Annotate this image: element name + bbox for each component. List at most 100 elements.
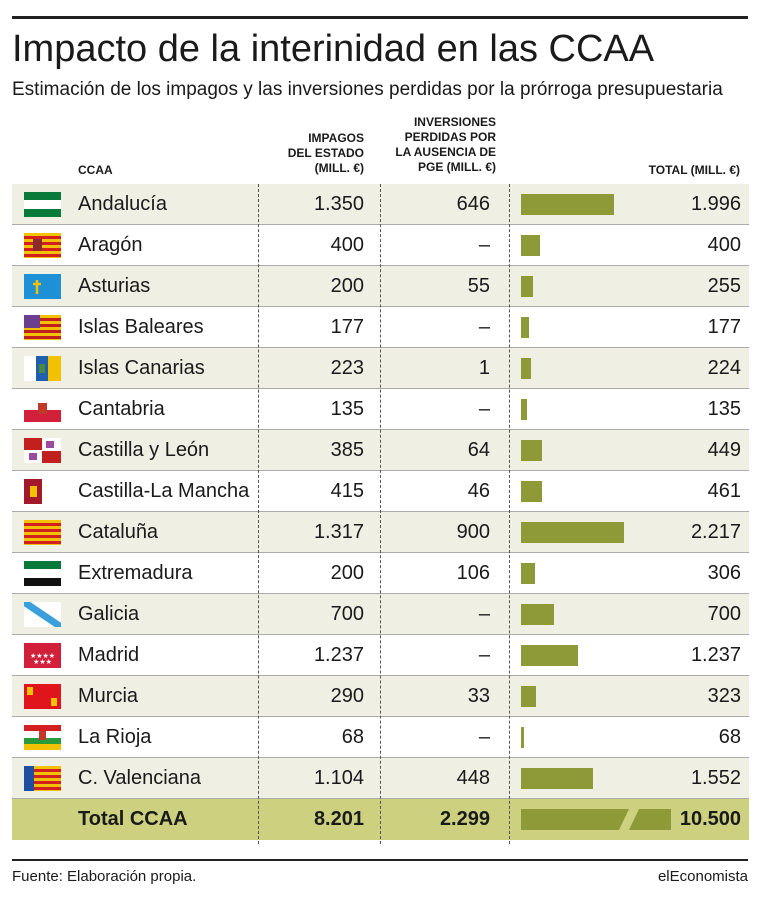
- inversiones-value: –: [478, 726, 490, 748]
- inversiones-value: 646: [456, 193, 490, 215]
- galicia-flag: [24, 602, 61, 627]
- header-impagos-line: (MILL. €): [314, 161, 364, 175]
- total-value: 449: [707, 439, 741, 461]
- total-bar: [521, 481, 542, 502]
- total-bar: [521, 276, 533, 297]
- region-name: Castilla y León: [78, 439, 210, 461]
- canarias-flag: [24, 356, 61, 381]
- total-bar: [521, 645, 578, 666]
- total-bar: [521, 686, 536, 707]
- impagos-value: 1.237: [313, 644, 364, 666]
- inversiones-value: 33: [467, 685, 490, 707]
- murcia-flag: [24, 684, 61, 709]
- total-value: 177: [707, 316, 741, 338]
- total-value: 1.237: [690, 644, 741, 666]
- chart-title: Impacto de la interinidad en las CCAA: [12, 28, 655, 70]
- header-impagos-line: IMPAGOS: [308, 131, 364, 145]
- impagos-value: 415: [330, 480, 364, 502]
- total-value: 224: [707, 357, 741, 379]
- region-name: Castilla-La Mancha: [78, 480, 250, 502]
- impagos-value: 223: [330, 357, 364, 379]
- header-impagos-line: DEL ESTADO: [287, 146, 364, 160]
- andalucia-flag: [24, 192, 61, 217]
- header-inversiones: INVERSIONES PERDIDAS POR LA AUSENCIA DE …: [380, 115, 496, 175]
- impagos-value: 1.104: [313, 767, 364, 789]
- header-total: TOTAL (MILL. €): [648, 163, 740, 177]
- column-divider: [509, 184, 510, 844]
- inversiones-value: 64: [467, 439, 490, 461]
- total-bar: [521, 317, 529, 338]
- column-divider: [258, 184, 259, 844]
- total-value: 700: [707, 603, 741, 625]
- svg-text:★★★★: ★★★★: [30, 652, 55, 660]
- region-name: Murcia: [78, 685, 139, 707]
- total-value: 461: [707, 480, 741, 502]
- asturias-flag: [24, 274, 61, 299]
- total-label: Total CCAA: [78, 808, 188, 830]
- inversiones-value: –: [478, 234, 490, 256]
- region-name: Galicia: [78, 603, 140, 625]
- total-bar: [521, 358, 531, 379]
- impagos-value: 700: [330, 603, 364, 625]
- table-row: Extremadura 200 106 306: [12, 553, 749, 594]
- region-name: Madrid: [78, 644, 140, 666]
- chart-subtitle: Estimación de los impagos y las inversio…: [12, 79, 723, 100]
- inversiones-value: 448: [456, 767, 490, 789]
- cataluna-flag: [24, 520, 61, 545]
- extremadura-flag: [24, 561, 61, 586]
- region-name: Cataluña: [78, 521, 159, 543]
- source-note: Fuente: Elaboración propia.: [12, 868, 197, 885]
- impagos-value: 68: [341, 726, 364, 748]
- region-name: C. Valenciana: [78, 767, 202, 789]
- total-value: 400: [707, 234, 741, 256]
- total-bar: [521, 727, 524, 748]
- region-name: Cantabria: [78, 398, 165, 420]
- total-value: 306: [707, 562, 741, 584]
- baleares-flag: [24, 315, 61, 340]
- region-name: Asturias: [78, 275, 151, 297]
- impagos-value: 400: [330, 234, 364, 256]
- cantabria-flag: [24, 397, 61, 422]
- table-row: Islas Baleares 177 – 177: [12, 307, 749, 348]
- inversiones-value: –: [478, 644, 490, 666]
- total-bar: [521, 768, 593, 789]
- svg-text:★★★: ★★★: [33, 658, 52, 666]
- top-rule: [12, 16, 748, 19]
- table-row: ★★★★ ★★★ Madrid 1.237 – 1.237: [12, 635, 749, 676]
- total-bar: [521, 194, 614, 215]
- total-value: 135: [707, 398, 741, 420]
- region-name: La Rioja: [78, 726, 152, 748]
- inversiones-value: 55: [467, 275, 490, 297]
- region-name: Andalucía: [78, 193, 167, 215]
- castilla-leon-flag: [24, 438, 61, 463]
- region-name: Islas Canarias: [78, 357, 205, 379]
- total-value: 255: [707, 275, 741, 297]
- castilla-la-mancha-flag: [24, 479, 61, 504]
- total-bar: [521, 440, 542, 461]
- brand-logo: elEconomista: [657, 868, 748, 885]
- total-bar-broken: [521, 809, 671, 830]
- region-name: Aragón: [78, 234, 143, 256]
- total-value: 2.217: [690, 521, 741, 543]
- inversiones-value: 900: [456, 521, 490, 543]
- header-inversiones-line: INVERSIONES: [413, 115, 496, 129]
- total-inversiones-value: 2.299: [439, 808, 490, 830]
- total-bar: [521, 604, 554, 625]
- impagos-value: 385: [330, 439, 364, 461]
- total-bar: [521, 522, 624, 543]
- total-bar: [521, 399, 527, 420]
- impagos-value: 135: [330, 398, 364, 420]
- region-name: Extremadura: [78, 562, 193, 584]
- la-rioja-flag: [24, 725, 61, 750]
- total-bar: [521, 563, 535, 584]
- impagos-value: 1.350: [313, 193, 364, 215]
- valenciana-flag: [24, 766, 61, 791]
- inversiones-value: –: [478, 603, 490, 625]
- impagos-value: 290: [330, 685, 364, 707]
- impagos-value: 200: [330, 275, 364, 297]
- impagos-value: 200: [330, 562, 364, 584]
- total-value: 1.996: [690, 193, 741, 215]
- column-divider: [380, 184, 381, 844]
- total-value: 323: [707, 685, 741, 707]
- impagos-value: 177: [330, 316, 364, 338]
